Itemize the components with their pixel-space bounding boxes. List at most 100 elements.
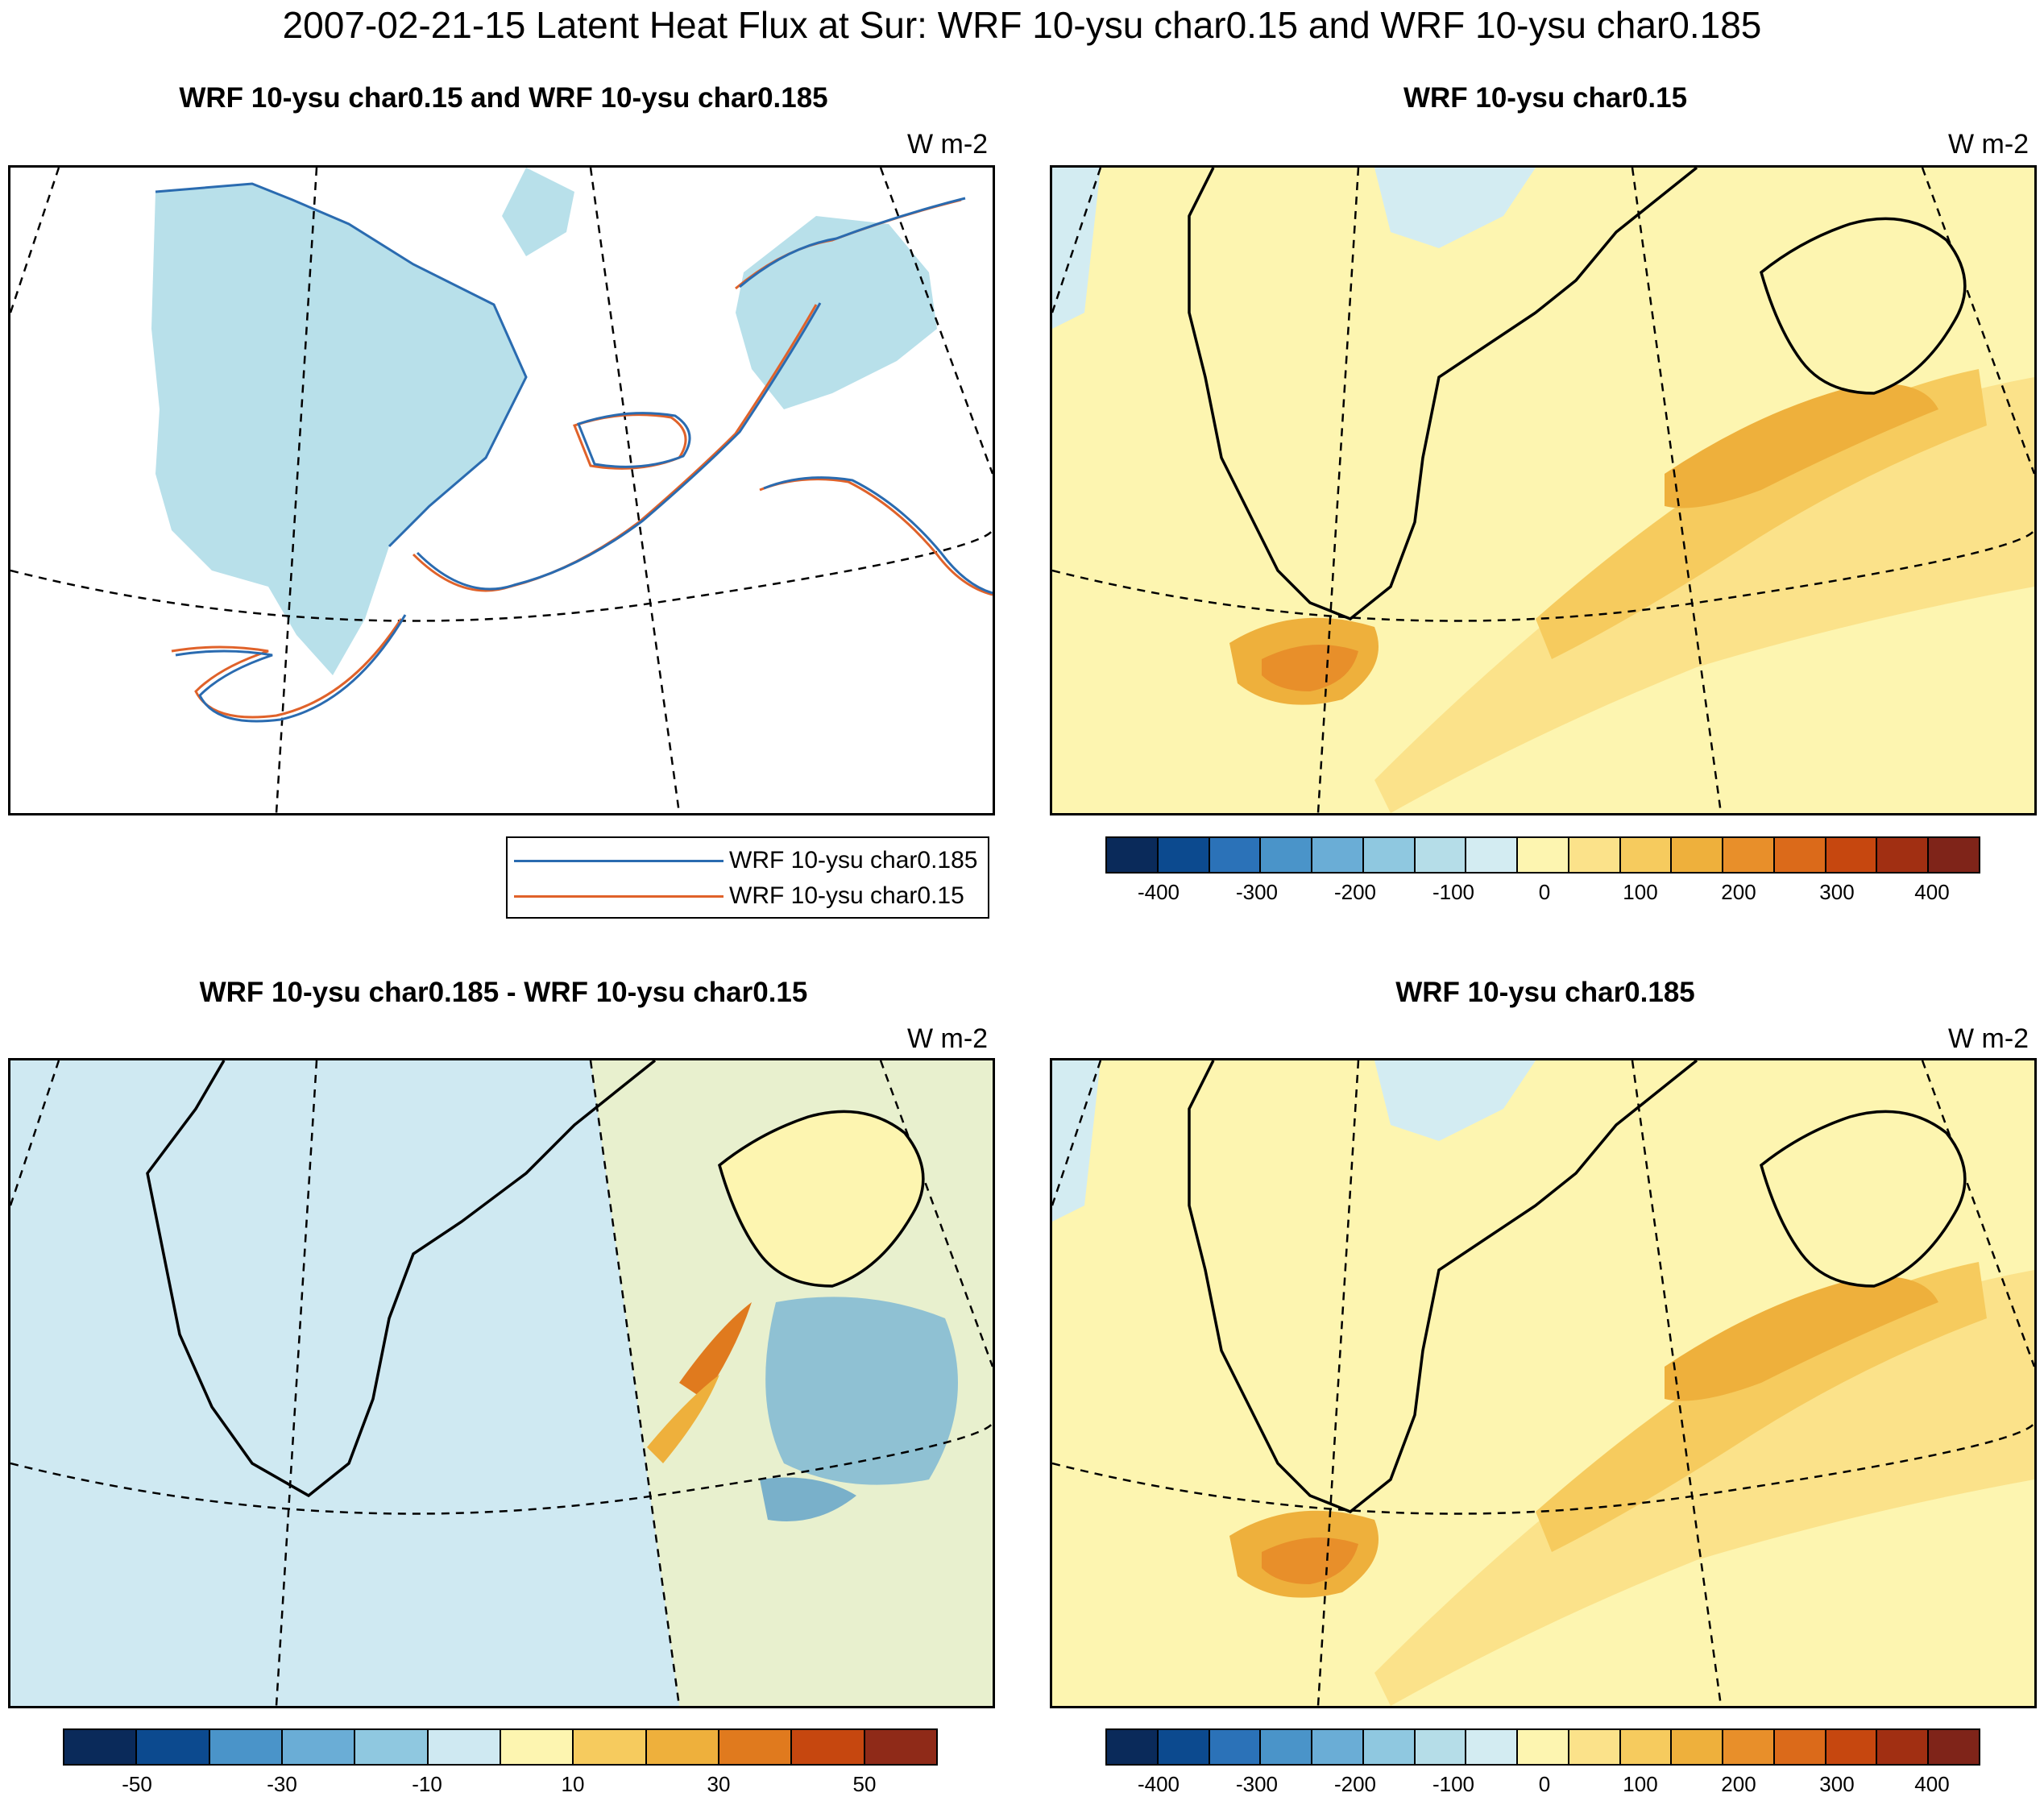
legend-contour: WRF 10-ysu char0.185 WRF 10-ysu char0.15 xyxy=(506,836,989,919)
map-char015 xyxy=(1050,165,2037,815)
colorbar-tick-label: -50 xyxy=(122,1772,152,1796)
colorbar-tick-label: -300 xyxy=(1235,1772,1279,1796)
shaded-positive-region-greenland xyxy=(151,184,526,675)
colorbar-char0185 xyxy=(1105,1728,1980,1766)
colorbar-tick-label: 100 xyxy=(1623,1772,1658,1796)
colorbar-cell xyxy=(1672,838,1724,872)
colorbar-cell xyxy=(1569,1730,1621,1764)
flux-band-mid xyxy=(1536,369,1987,659)
flux-max-iceland xyxy=(1665,1276,1938,1401)
colorbar-tick-label: 300 xyxy=(1819,1772,1855,1796)
coastline-iceland xyxy=(717,1110,925,1288)
colorbar-cell xyxy=(1363,1730,1416,1764)
colorbar-cell xyxy=(428,1730,501,1764)
colorbar-tick-label: 200 xyxy=(1721,1772,1756,1796)
colorbar-cell xyxy=(1158,1730,1210,1764)
colorbar-tick-label: 10 xyxy=(561,1772,585,1796)
units-char0185: W m-2 xyxy=(1948,1023,2029,1054)
panel-title-contour: WRF 10-ysu char0.15 and WRF 10-ysu char0… xyxy=(179,82,828,114)
colorbar-cell xyxy=(1672,1730,1724,1764)
colorbar-cell xyxy=(1723,838,1775,872)
colorbar-cell xyxy=(574,1730,647,1764)
colorbar-tick-label: 100 xyxy=(1623,880,1658,904)
colorbar-cell xyxy=(792,1730,865,1764)
colorbar-cell xyxy=(1826,1730,1878,1764)
colorbar-cell xyxy=(864,1730,936,1764)
light-blue-region-west xyxy=(1052,1060,1101,1222)
colorbar-cell xyxy=(1466,838,1519,872)
colorbar-cell xyxy=(1929,1730,1980,1764)
coastline-greenland xyxy=(146,1060,657,1498)
colorbar-tick-label: -300 xyxy=(1235,880,1279,904)
colorbar-cell xyxy=(355,1730,429,1764)
colorbar-cell xyxy=(1518,1730,1569,1764)
flux-band-light xyxy=(1374,377,2034,813)
colorbar-cell xyxy=(1620,1730,1673,1764)
map-char0185 xyxy=(1050,1058,2037,1708)
colorbar-cell xyxy=(500,1730,574,1764)
colorbar-tick-label: -10 xyxy=(412,1772,442,1796)
graticule xyxy=(1052,1060,2034,1706)
colorbar-cell xyxy=(64,1730,138,1764)
units-char015: W m-2 xyxy=(1948,129,2029,160)
colorbar-cell xyxy=(1569,838,1621,872)
colorbar-cell xyxy=(1877,838,1930,872)
colorbar-cell xyxy=(209,1730,283,1764)
colorbar-cell xyxy=(1312,838,1364,872)
colorbar-cell xyxy=(137,1730,210,1764)
panel-title-diff: WRF 10-ysu char0.185 - WRF 10-ysu char0.… xyxy=(199,977,808,1008)
colorbar-cell xyxy=(1415,838,1467,872)
legend-label-char015: WRF 10-ysu char0.15 xyxy=(729,882,964,909)
graticule xyxy=(10,1060,993,1706)
flux-band-light xyxy=(1374,1270,2034,1706)
light-blue-region xyxy=(1374,1060,1536,1141)
colorbar-cell xyxy=(1518,838,1569,872)
colorbar-tick-label: 0 xyxy=(1538,880,1551,904)
colorbar-cell xyxy=(1312,1730,1364,1764)
colorbar-cell xyxy=(1209,838,1262,872)
coastline-iceland xyxy=(1759,217,1967,395)
flux-core-southgreenland xyxy=(1262,1537,1358,1584)
field-plot-char015 xyxy=(1052,168,2034,813)
colorbar-cell xyxy=(1107,1730,1159,1764)
colorbar-tick-label: -400 xyxy=(1137,880,1180,904)
field-plot-diff xyxy=(10,1060,993,1706)
light-blue-region xyxy=(1374,168,1536,248)
colorbar-tick-label: -200 xyxy=(1333,1772,1377,1796)
flux-core-southgreenland xyxy=(1262,645,1358,691)
diff-positive-streak-2 xyxy=(647,1375,719,1463)
coastline-greenland xyxy=(1188,1060,1698,1514)
flux-band-mid xyxy=(1536,1262,1987,1552)
colorbar-cell xyxy=(1929,838,1980,872)
colorbar-tick-label: -30 xyxy=(267,1772,297,1796)
colorbar-cell xyxy=(282,1730,356,1764)
graticule xyxy=(1052,168,2034,813)
colorbar-tick-label: 50 xyxy=(852,1772,877,1796)
colorbar-cell xyxy=(1415,1730,1467,1764)
colorbar-tick-label: 400 xyxy=(1914,880,1950,904)
shaded-positive-region-north xyxy=(502,168,574,256)
legend-swatch-char0185 xyxy=(514,860,723,862)
map-contour xyxy=(8,165,995,815)
colorbar-cell xyxy=(1261,1730,1313,1764)
colorbar-tick-label: -400 xyxy=(1137,1772,1180,1796)
colorbar-tick-label: -100 xyxy=(1432,1772,1475,1796)
legend-item-char0185: WRF 10-ysu char0.185 xyxy=(508,844,988,877)
colorbar-cell xyxy=(1877,1730,1930,1764)
colorbar-tick-label: 200 xyxy=(1721,880,1756,904)
diff-negative-cluster-east xyxy=(765,1297,958,1485)
colorbar-tick-label: 30 xyxy=(707,1772,731,1796)
colorbar-cell xyxy=(1158,838,1210,872)
colorbar-cell xyxy=(1261,838,1313,872)
legend-item-char015: WRF 10-ysu char0.15 xyxy=(508,880,988,912)
coastline-iceland xyxy=(1759,1110,1967,1288)
contour-char0185 xyxy=(155,182,993,723)
flux-max-iceland xyxy=(1665,384,1938,508)
colorbar-cell xyxy=(1466,1730,1519,1764)
colorbar-cell xyxy=(1826,838,1878,872)
colorbar-cell xyxy=(646,1730,719,1764)
colorbar-cell xyxy=(1774,838,1826,872)
shaded-positive-region-iceland xyxy=(736,216,937,409)
colorbar-cell xyxy=(1363,838,1416,872)
colorbar-tick-label: -200 xyxy=(1333,880,1377,904)
